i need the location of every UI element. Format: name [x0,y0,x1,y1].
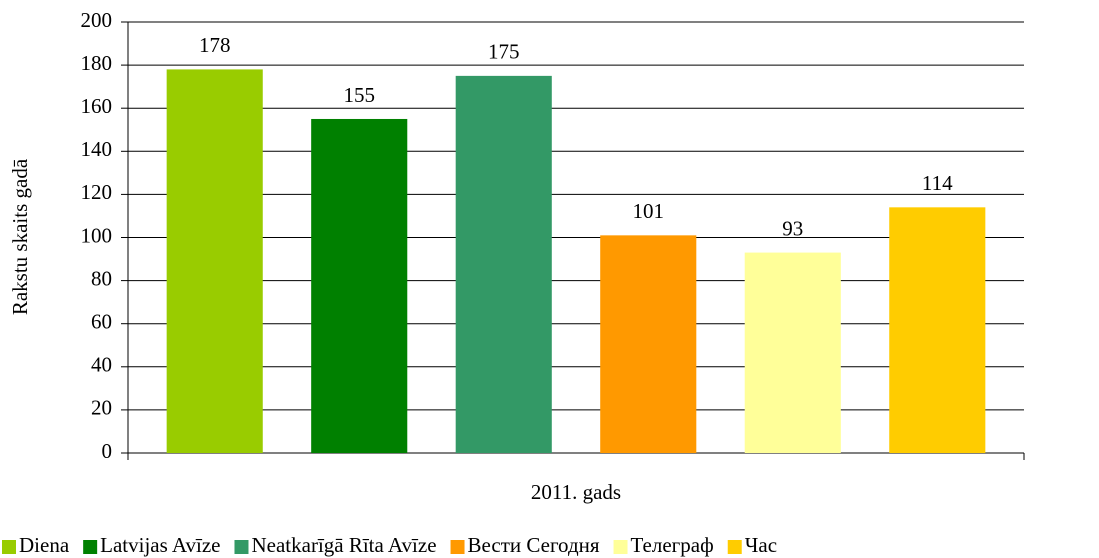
x-tick-label: 2011. gads [531,480,621,504]
legend-swatch [727,540,742,554]
y-tick-label: 120 [81,180,113,204]
legend-swatch [613,540,628,554]
bar [311,118,408,453]
y-tick-label: 20 [91,396,112,420]
data-label: 93 [782,216,803,240]
legend-swatch [83,540,98,554]
y-tick-label: 140 [81,137,113,161]
data-label: 178 [199,33,231,57]
y-tick-label: 60 [91,310,112,334]
legend-label: Час [745,533,777,557]
data-label: 101 [633,199,665,223]
legend-label: Телеграф [631,533,714,557]
data-label: 175 [488,40,520,64]
y-axis-label: Rakstu skaits gadā [8,158,32,315]
bar [600,235,697,453]
legend-label: Neatkarīgā Rīta Avīze [251,533,436,557]
y-tick-label: 80 [91,266,112,290]
legend-swatch [2,540,16,554]
bar [744,252,841,453]
y-tick-label: 180 [81,51,113,75]
legend-label: Latvijas Avīze [100,533,220,557]
legend-swatch [234,540,249,554]
legend-label: Diena [19,533,70,557]
legend-swatch [450,540,465,554]
y-tick-label: 100 [81,223,113,247]
y-tick-label: 40 [91,353,112,377]
y-tick-label: 200 [81,8,113,32]
data-label: 155 [343,83,375,107]
data-label: 114 [922,171,953,195]
legend-label: Вести Сегодня [468,533,600,557]
y-tick-label: 160 [81,94,113,118]
bar [889,207,986,453]
bar [455,75,552,453]
y-tick-label: 0 [102,439,113,463]
bar [166,69,263,453]
